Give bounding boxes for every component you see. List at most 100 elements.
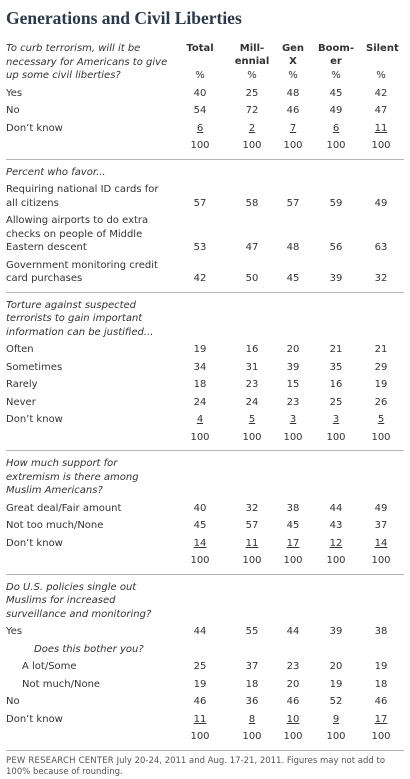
total-cell: 100 [190,431,210,443]
column-name: Total [186,43,214,54]
value-cell: 16 [329,379,343,390]
value-cell: 42 [374,87,388,99]
question: How much support for extremism is there … [6,458,139,496]
total-cell: 100 [371,555,391,566]
value-cell: 11 [245,537,259,549]
value-cell: 46 [286,696,300,707]
totals-row: 100 100 100 100 100 [6,135,404,153]
percent-sign: % [331,70,341,81]
value-cell: 37 [374,520,388,531]
row: Never 24 24 23 25 26 [6,392,404,410]
row-label: No [6,696,20,707]
value-cell: 11 [374,122,388,134]
value-cell: 40 [193,502,207,514]
value-cell: 54 [193,105,207,116]
value-cell: 45 [193,520,207,531]
value-cell: 39 [329,626,343,637]
total-cell: 100 [242,140,262,151]
value-cell: 48 [286,242,300,253]
row-label: Don’t know [6,414,63,425]
totals-row: 100 100 100 100 100 [6,726,404,744]
value-cell: 46 [193,696,207,707]
value-cell: 32 [374,273,388,284]
value-cell: 5 [377,414,385,425]
value-cell: 3 [332,414,340,425]
value-cell: 45 [329,87,343,99]
value-cell: 19 [374,661,388,672]
value-cell: 45 [286,520,300,531]
row-label: Great deal/Fair amount [6,502,122,514]
row: A lot/Some 25 37 23 20 19 [6,656,404,674]
value-cell: 53 [193,242,207,253]
value-cell: 57 [245,520,259,531]
row-label: Don’t know [6,713,63,725]
column-header: Total% [176,42,224,83]
totals-row: 100 100 100 100 100 [6,427,404,445]
totals-row: 100 100 100 100 100 [6,550,404,568]
value-cell: 50 [245,273,259,284]
value-cell: 43 [329,520,343,531]
row: Government monitoring credit card purcha… [6,255,404,286]
value-cell: 34 [193,361,207,373]
percent-sign: % [376,70,386,81]
value-cell: 4 [196,414,204,425]
title: Generations and Civil Liberties [6,8,242,28]
value-cell: 6 [196,122,204,134]
row: Allowing airports to do extra checks on … [6,210,404,255]
value-cell: 9 [332,713,340,725]
total-cell: 100 [190,140,210,151]
total-cell: 100 [371,140,391,151]
value-cell: 44 [193,626,207,637]
value-cell: 3 [289,414,297,425]
value-cell: 58 [245,197,259,209]
value-cell: 17 [286,537,300,549]
value-cell: 25 [193,661,207,672]
row-label: Don’t know [6,122,63,134]
value-cell: 36 [245,696,259,707]
value-cell: 35 [329,361,343,373]
value-cell: 44 [329,502,343,514]
value-cell: 23 [245,379,259,390]
row: Requiring national ID cards for all citi… [6,179,404,210]
column-header: Gen X% [280,42,306,83]
section: To curb terrorism, will it be necessary … [6,36,404,160]
total-cell: 100 [283,731,303,742]
total-cell: 100 [326,555,346,566]
row-label: Don’t know [6,537,63,549]
value-cell: 21 [374,344,388,355]
row: Don’t know 4 5 3 3 5 [6,409,404,427]
value-cell: 6 [332,122,340,134]
total-cell: 100 [326,731,346,742]
row-label: Rarely [6,379,38,390]
row: Great deal/Fair amount 40 32 38 44 49 [6,498,404,516]
section: How much support for extremism is there … [6,451,404,575]
total-cell: 100 [242,431,262,443]
row-label: Requiring national ID cards for all citi… [6,184,159,209]
value-cell: 20 [286,678,300,690]
followup-row: Does this bother you? [6,639,404,657]
total-cell: 100 [190,731,210,742]
value-cell: 12 [329,537,343,549]
value-cell: 49 [374,502,388,514]
value-cell: 55 [245,626,259,637]
column-name: Mill- ennial [234,43,270,67]
value-cell: 18 [193,379,207,390]
total-cell: 100 [326,140,346,151]
value-cell: 46 [374,696,388,707]
row: No 54 72 46 49 47 [6,100,404,118]
row: No 46 36 46 52 46 [6,691,404,709]
percent-sign: % [288,70,298,81]
value-cell: 26 [374,396,388,408]
value-cell: 5 [248,414,256,425]
value-cell: 24 [245,396,259,408]
row-label: No [6,105,20,116]
value-cell: 11 [193,713,207,725]
value-cell: 7 [289,122,297,134]
value-cell: 2 [248,122,256,134]
row-label: A lot/Some [22,661,77,672]
value-cell: 16 [245,344,259,355]
footer: PEW RESEARCH CENTER July 20-24, 2011 and… [6,751,404,779]
row-label: Not much/None [22,678,101,690]
followup-question: Does this bother you? [34,643,144,655]
row-label: Often [6,344,34,355]
